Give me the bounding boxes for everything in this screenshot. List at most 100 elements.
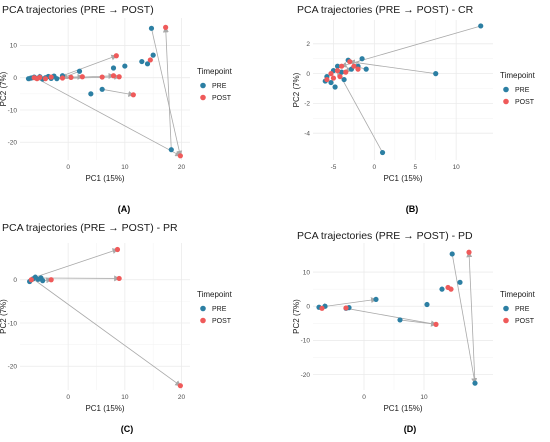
x-tick-label: 0 xyxy=(66,394,70,401)
pre-point xyxy=(54,76,59,81)
post-point xyxy=(347,59,352,64)
legend-title: Timepoint xyxy=(197,67,233,76)
panel-caption: (A) xyxy=(118,204,131,214)
legend-label: POST xyxy=(212,95,232,102)
x-tick-label: 0 xyxy=(66,164,70,171)
post-point xyxy=(43,76,48,81)
y-tick-label: 10 xyxy=(10,43,18,50)
panel-title: PCA trajectories (PRE → POST) - PR xyxy=(2,222,178,234)
post-point xyxy=(331,75,336,80)
y-tick-label: -4 xyxy=(304,130,310,137)
pre-point xyxy=(397,317,402,322)
trajectory-arrow xyxy=(63,56,117,76)
pre-point xyxy=(457,280,462,285)
y-tick-label: -20 xyxy=(8,364,18,371)
post-point xyxy=(319,306,324,311)
pre-point xyxy=(359,56,364,61)
post-point xyxy=(343,305,348,310)
panel-caption: (B) xyxy=(406,204,419,214)
post-point xyxy=(131,92,136,97)
y-tick-label: -20 xyxy=(8,140,18,147)
legend-swatch xyxy=(200,318,206,324)
trajectory-arrow xyxy=(346,308,436,324)
x-axis-title: PC1 (15%) xyxy=(85,174,124,183)
post-point xyxy=(163,25,168,30)
post-point xyxy=(117,74,122,79)
y-tick-label: -2 xyxy=(304,101,310,108)
legend-label: POST xyxy=(515,99,535,106)
trajectory-arrow xyxy=(34,77,180,156)
x-tick-label: 10 xyxy=(121,394,129,401)
panel-title: PCA trajectories (PRE → POST) - PD xyxy=(297,230,473,242)
legend-swatch xyxy=(503,318,509,324)
post-point xyxy=(148,57,153,62)
x-tick-label: 10 xyxy=(420,394,428,401)
pre-point xyxy=(151,53,156,58)
x-axis-title: PC1 (15%) xyxy=(383,404,422,413)
post-point xyxy=(117,276,122,281)
y-tick-label: 0 xyxy=(306,71,310,78)
trajectory-arrow xyxy=(350,62,436,74)
y-tick-label: -10 xyxy=(301,338,311,345)
pre-point xyxy=(149,26,154,31)
trajectory-arrow xyxy=(400,320,436,324)
y-tick-label: 10 xyxy=(303,269,311,276)
x-axis-title: PC1 (15%) xyxy=(85,404,124,413)
legend-label: PRE xyxy=(515,87,530,94)
legend-title: Timepoint xyxy=(197,290,233,299)
pre-point xyxy=(100,87,105,92)
pre-point xyxy=(332,84,337,89)
trajectory-arrow xyxy=(35,249,117,277)
pre-point xyxy=(433,71,438,76)
trajectory-arrow xyxy=(452,254,475,383)
x-tick-label: -5 xyxy=(331,164,337,171)
legend-title: Timepoint xyxy=(500,290,536,299)
legend-label: PRE xyxy=(212,83,227,90)
legend-label: POST xyxy=(515,318,535,325)
post-point xyxy=(68,75,73,80)
post-point xyxy=(49,277,54,282)
post-point xyxy=(111,73,116,78)
y-tick-label: 0 xyxy=(13,277,17,284)
legend-label: PRE xyxy=(212,306,227,313)
x-tick-label: 20 xyxy=(178,394,186,401)
pre-point xyxy=(439,287,444,292)
post-point xyxy=(343,70,348,75)
post-point xyxy=(37,75,42,80)
y-axis-title: PC2 (7%) xyxy=(0,71,8,106)
y-tick-label: -20 xyxy=(301,372,311,379)
pre-point xyxy=(40,278,45,283)
pre-point xyxy=(169,147,174,152)
post-point xyxy=(29,277,34,282)
post-point xyxy=(328,71,333,76)
panel-title: PCA trajectories (PRE → POST) xyxy=(2,4,154,16)
post-point xyxy=(49,74,54,79)
panel-caption: (C) xyxy=(121,424,134,434)
x-axis-title: PC1 (15%) xyxy=(383,174,422,183)
legend-swatch xyxy=(200,306,206,312)
pre-point xyxy=(122,63,127,68)
post-point xyxy=(466,250,471,255)
pre-point xyxy=(472,381,477,386)
post-point xyxy=(433,322,438,327)
y-tick-label: 0 xyxy=(306,304,310,311)
post-point xyxy=(115,247,120,252)
x-tick-label: 20 xyxy=(178,164,186,171)
x-tick-label: 0 xyxy=(373,164,377,171)
trajectory-arrow xyxy=(33,279,180,386)
post-point xyxy=(337,74,342,79)
legend-swatch xyxy=(503,99,509,105)
panel-caption: (D) xyxy=(404,424,417,434)
post-point xyxy=(80,74,85,79)
post-point xyxy=(448,287,453,292)
pre-point xyxy=(380,150,385,155)
y-tick-label: 0 xyxy=(13,75,17,82)
pre-point xyxy=(373,297,378,302)
post-point xyxy=(335,68,340,73)
pre-point xyxy=(424,302,429,307)
panel-c: PCA trajectories (PRE → POST) - PR 0 10 20 0… xyxy=(0,222,233,434)
y-tick-label: 2 xyxy=(306,41,310,48)
